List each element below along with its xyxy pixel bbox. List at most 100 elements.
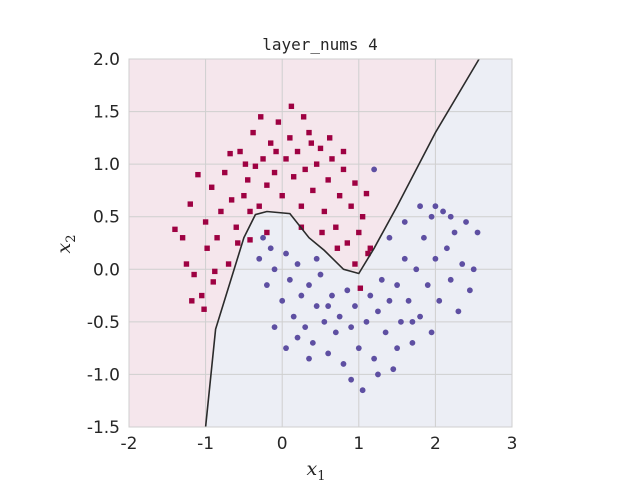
data-point-class-1 — [463, 219, 469, 225]
data-point-class-1 — [290, 313, 297, 320]
data-point-class-1 — [428, 213, 435, 220]
data-point-class-1 — [283, 345, 289, 352]
data-point-class-0 — [256, 203, 262, 209]
data-point-class-0 — [212, 268, 218, 275]
data-point-class-1 — [375, 371, 381, 378]
data-point-class-0 — [333, 224, 339, 230]
data-point-class-0 — [264, 229, 270, 236]
data-point-class-1 — [417, 313, 423, 320]
data-point-class-0 — [227, 150, 233, 157]
data-point-class-1 — [267, 245, 274, 252]
data-point-class-1 — [398, 318, 404, 325]
data-point-class-0 — [344, 240, 351, 246]
data-point-class-0 — [222, 169, 228, 176]
data-point-class-0 — [363, 190, 370, 197]
x-tick-label: 3 — [507, 434, 518, 454]
data-point-class-1 — [340, 361, 347, 367]
data-point-class-0 — [260, 156, 266, 162]
plot-border — [128, 58, 513, 428]
data-point-class-1 — [424, 282, 431, 288]
data-point-class-0 — [258, 114, 264, 120]
data-point-class-0 — [367, 245, 373, 251]
data-point-class-1 — [286, 276, 293, 283]
y-tick-label: -0.5 — [87, 313, 120, 333]
data-point-class-0 — [264, 182, 270, 188]
data-point-class-1 — [394, 282, 400, 288]
data-point-class-1 — [432, 203, 439, 210]
data-point-class-1 — [271, 266, 278, 273]
data-point-class-0 — [310, 187, 316, 194]
data-point-class-0 — [352, 261, 358, 267]
data-point-class-0 — [340, 148, 347, 155]
data-point-class-0 — [294, 148, 301, 155]
data-point-class-0 — [225, 261, 232, 267]
data-point-class-0 — [283, 156, 289, 162]
data-point-class-0 — [268, 140, 274, 146]
y-tick-label: -1.0 — [87, 365, 120, 385]
data-point-class-0 — [191, 271, 197, 278]
data-point-class-0 — [241, 192, 247, 199]
data-point-class-1 — [436, 297, 443, 304]
data-point-class-0 — [279, 192, 285, 199]
data-point-class-0 — [290, 174, 297, 180]
svg-text:x1: x1 — [307, 458, 326, 480]
data-point-class-0 — [252, 163, 259, 169]
data-point-class-1 — [329, 292, 335, 299]
plot-frame — [128, 58, 513, 428]
data-point-class-1 — [447, 213, 454, 220]
data-point-class-0 — [242, 161, 249, 167]
data-point-class-1 — [432, 255, 439, 262]
data-point-class-1 — [313, 255, 320, 262]
data-point-class-1 — [283, 250, 289, 257]
data-point-class-0 — [334, 245, 341, 251]
data-point-class-1 — [440, 208, 446, 215]
data-point-class-1 — [386, 234, 393, 241]
data-point-class-1 — [317, 271, 324, 278]
data-point-class-1 — [336, 313, 343, 320]
data-point-class-0 — [306, 129, 312, 136]
data-point-class-0 — [201, 306, 207, 312]
data-point-class-1 — [309, 339, 316, 346]
data-point-class-0 — [273, 148, 279, 155]
data-point-class-1 — [455, 308, 462, 315]
data-point-class-1 — [348, 376, 355, 383]
data-point-class-0 — [199, 292, 205, 299]
decision-regions — [129, 59, 512, 427]
y-tick-label: 2.0 — [93, 50, 120, 70]
data-point-class-1 — [321, 318, 328, 325]
data-point-class-0 — [209, 184, 215, 190]
data-point-class-0 — [247, 237, 253, 243]
data-point-class-1 — [260, 234, 266, 241]
decision-boundary-line — [204, 58, 480, 428]
data-point-class-1 — [421, 234, 427, 241]
chart-title: layer_nums 4 — [262, 35, 378, 54]
data-point-class-0 — [187, 201, 193, 207]
data-point-class-0 — [340, 166, 347, 173]
data-point-class-1 — [405, 297, 412, 304]
data-point-class-1 — [359, 387, 366, 394]
data-point-class-0 — [336, 192, 343, 199]
svg-text:x2: x2 — [53, 235, 79, 254]
data-point-class-0 — [365, 250, 371, 257]
data-point-class-1 — [294, 261, 301, 267]
data-point-class-1 — [371, 166, 378, 173]
data-point-class-0 — [195, 171, 201, 178]
data-point-class-1 — [394, 345, 400, 352]
data-point-class-0 — [357, 285, 364, 291]
x-axis-label-sub: 1 — [317, 469, 325, 480]
data-point-class-1 — [363, 318, 370, 325]
data-point-class-1 — [302, 324, 309, 331]
data-point-class-0 — [233, 224, 239, 230]
data-point-class-1 — [344, 287, 351, 294]
y-axis-label: x2 — [53, 235, 79, 254]
data-point-class-1 — [279, 297, 286, 304]
data-point-class-0 — [302, 166, 308, 173]
data-point-class-1 — [470, 266, 477, 273]
data-point-class-1 — [474, 229, 481, 236]
data-point-class-1 — [271, 324, 278, 331]
data-point-class-0 — [271, 169, 278, 176]
data-point-class-1 — [375, 308, 381, 315]
data-point-class-1 — [367, 292, 374, 299]
data-point-class-0 — [298, 203, 305, 209]
data-point-class-1 — [355, 345, 362, 352]
